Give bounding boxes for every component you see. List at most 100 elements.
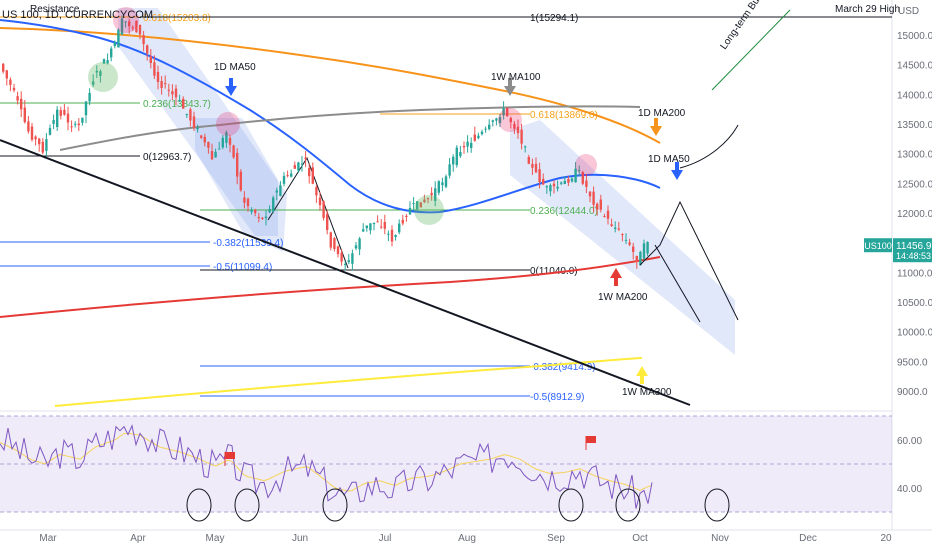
candle-body bbox=[74, 123, 77, 125]
candle-body bbox=[534, 163, 538, 173]
candle-body bbox=[466, 141, 469, 147]
candle-body bbox=[174, 88, 178, 98]
candle-body bbox=[45, 139, 48, 151]
candle-body bbox=[372, 222, 376, 225]
rsi-tick-label: 60.00 bbox=[897, 436, 922, 447]
rsi-oversold-circle bbox=[704, 488, 730, 522]
candle-body bbox=[498, 117, 502, 124]
candle-body bbox=[110, 48, 113, 58]
candle-body bbox=[207, 142, 210, 148]
price-axis-bg bbox=[892, 0, 932, 550]
candle-body bbox=[412, 203, 415, 205]
candle-body bbox=[257, 217, 260, 219]
candle-body bbox=[5, 70, 8, 79]
fib-label-right: 0(11040.0) bbox=[530, 266, 578, 277]
candle-body bbox=[282, 175, 286, 184]
candle-body bbox=[448, 164, 451, 176]
candle-body bbox=[592, 191, 595, 205]
candle-body bbox=[138, 24, 142, 35]
candle-body bbox=[563, 180, 566, 185]
candle-body bbox=[95, 70, 98, 73]
rsi-flag bbox=[225, 452, 235, 459]
candle-body bbox=[272, 197, 275, 212]
ma300w-arrow bbox=[636, 366, 648, 376]
symbol-title: US 100, 1D, CURRENCYCOM bbox=[2, 9, 153, 21]
ma200w-arrow-stem bbox=[614, 278, 618, 286]
candle-body bbox=[113, 42, 116, 46]
ma-label: 1D MA200 bbox=[638, 108, 686, 119]
candle-body bbox=[16, 96, 19, 101]
candle-body bbox=[81, 117, 84, 123]
channel-2 bbox=[195, 118, 278, 236]
candle-body bbox=[585, 180, 588, 187]
candle-body bbox=[279, 185, 282, 197]
march-high-label: March 29 High bbox=[835, 4, 900, 15]
candle-body bbox=[308, 167, 311, 177]
candle-body bbox=[48, 128, 52, 135]
candle-body bbox=[243, 197, 246, 203]
candle-body bbox=[254, 209, 257, 214]
candle-body bbox=[632, 246, 635, 252]
candle-body bbox=[542, 178, 545, 185]
candle-body bbox=[236, 152, 239, 177]
candle-body bbox=[610, 224, 613, 226]
candle-body bbox=[286, 175, 289, 177]
price-tick-label: 14000.0 bbox=[897, 90, 932, 101]
candle-body bbox=[502, 108, 505, 116]
time-tick-label: Dec bbox=[799, 533, 817, 544]
candle-body bbox=[437, 181, 440, 193]
candle-body bbox=[156, 71, 160, 83]
candle-body bbox=[578, 170, 581, 172]
price-tick-label: 10000.0 bbox=[897, 328, 932, 339]
candle-body bbox=[164, 83, 167, 85]
rsi-oversold-circle bbox=[322, 488, 348, 522]
fib-label-left: 0(12963.7) bbox=[143, 152, 191, 163]
candle-body bbox=[491, 120, 494, 122]
candle-body bbox=[326, 213, 329, 231]
candle-body bbox=[218, 148, 221, 150]
candle-body bbox=[135, 20, 138, 33]
price-tick-label: 9500.0 bbox=[897, 357, 928, 368]
candle-body bbox=[444, 176, 448, 187]
candle-body bbox=[41, 141, 44, 153]
candle-body bbox=[293, 165, 296, 169]
candle-body bbox=[524, 146, 527, 148]
ma50-arrow-2-stem bbox=[675, 162, 679, 170]
candle-body bbox=[354, 245, 358, 249]
candle-body bbox=[430, 192, 433, 196]
ma-1w-300-line bbox=[54, 357, 643, 407]
support-trendline bbox=[0, 139, 691, 406]
candle-body bbox=[588, 191, 592, 197]
candle-body bbox=[117, 29, 120, 48]
candle-body bbox=[221, 137, 224, 148]
projection-path bbox=[654, 244, 701, 323]
candle-body bbox=[639, 251, 642, 266]
candle-body bbox=[552, 183, 556, 187]
candle-body bbox=[570, 178, 574, 182]
ma200-arrow-stem bbox=[654, 118, 658, 126]
candle-body bbox=[66, 113, 70, 123]
ma-1d-200-line bbox=[0, 27, 661, 144]
candle-body bbox=[146, 45, 149, 54]
candle-body bbox=[268, 208, 271, 213]
rsi-flag bbox=[586, 436, 596, 443]
channel-1 bbox=[118, 8, 287, 252]
time-tick-label: Aug bbox=[458, 533, 476, 544]
ma-label: 1D MA50 bbox=[214, 62, 256, 73]
candle-body bbox=[398, 223, 401, 233]
candle-body bbox=[369, 223, 372, 231]
price-tick-label: 14500.0 bbox=[897, 61, 932, 72]
candle-body bbox=[52, 119, 55, 124]
candle-body bbox=[264, 216, 268, 219]
candle-body bbox=[423, 199, 426, 203]
candle-body bbox=[560, 182, 563, 184]
candle-body bbox=[200, 135, 203, 138]
candle-body bbox=[333, 238, 336, 249]
time-tick-label: Nov bbox=[711, 533, 729, 544]
candle-body bbox=[225, 132, 228, 143]
candle-body bbox=[56, 109, 59, 128]
last-price-value: 11456.9 bbox=[896, 241, 932, 252]
last-price-countdown: 14:48:53 bbox=[896, 251, 931, 261]
candle-body bbox=[646, 242, 649, 254]
ma-label: 1W MA300 bbox=[622, 387, 672, 398]
